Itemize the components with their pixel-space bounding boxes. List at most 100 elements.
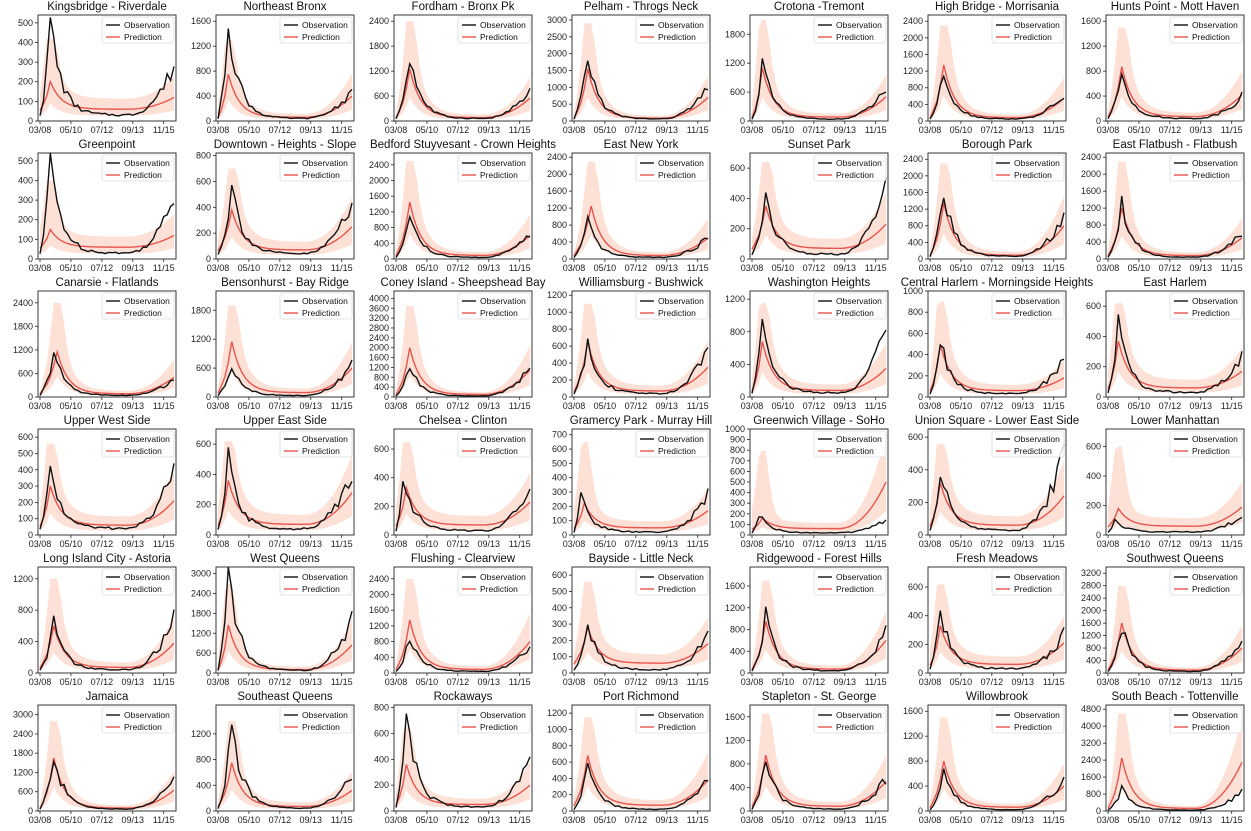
y-tick-label: 1000 <box>547 82 567 92</box>
legend-prediction-label: Prediction <box>658 308 696 318</box>
x-tick-label: 03/08 <box>29 815 52 825</box>
legend-observation-label: Observation <box>302 158 348 168</box>
x-tick-label: 03/08 <box>919 815 942 825</box>
prediction-interval-band <box>218 583 352 672</box>
chart-svg: Upper West Side 0 100 200 300 400 500 600 03/08 0… <box>18 415 177 549</box>
y-tick-label: 2000 <box>369 589 389 599</box>
y-tick-label: 800 <box>196 151 211 161</box>
y-tick-label: 200 <box>196 500 211 510</box>
x-tick-label: 05/10 <box>772 815 795 825</box>
x-tick-label: 07/12 <box>1159 815 1182 825</box>
chart-svg: Hunts Point - Mott Haven 0 400 800 1200 1600 0… <box>1081 1 1245 135</box>
plot-frame <box>215 14 355 122</box>
y-tick-label: 600 <box>552 444 567 454</box>
chart-svg: Chelsea - Clinton 0 200 400 600 03/08 05/10 07/… <box>374 415 533 549</box>
x-tick-label: 09/13 <box>656 539 679 549</box>
y-tick-label: 2500 <box>547 32 567 42</box>
y-tick-label: 1000 <box>547 724 567 734</box>
chart-panel: Fresh Meadows 0 200 400 600 03/08 05/10 07/12 09… <box>892 552 1070 689</box>
chart-panel: Greenpoint 0 100 200 300 400 500 03/08 05/10 07/1… <box>2 138 180 275</box>
x-tick-label: 09/13 <box>300 677 323 687</box>
x-tick-label: 07/12 <box>981 677 1004 687</box>
y-tick-label: 2400 <box>903 154 923 164</box>
panel-title: Greenwich Village - SoHo <box>753 415 884 427</box>
x-tick-label: 11/15 <box>153 263 175 273</box>
chart-svg: Coney Island - Sheepshead Bay 04008001200… <box>369 277 546 411</box>
panel-title: Rockaways <box>434 691 493 703</box>
legend-prediction-label: Prediction <box>124 584 162 594</box>
chart-panel: East New York 0 400 800 1200 1600 2000 2400 03/0… <box>536 138 714 275</box>
plot-frame <box>1105 704 1245 812</box>
y-tick-label: 400 <box>196 202 211 212</box>
y-tick-label: 600 <box>18 432 33 442</box>
legend-observation-label: Observation <box>1014 296 1060 306</box>
plot-frame <box>393 566 533 674</box>
y-tick-label: 200 <box>552 501 567 511</box>
y-tick-label: 400 <box>1086 656 1101 666</box>
observation-line <box>395 640 531 673</box>
plot-frame <box>37 704 177 812</box>
y-tick-label: 400 <box>552 237 567 247</box>
panel-title: Upper East Side <box>243 415 327 427</box>
prediction-interval-band <box>930 163 1064 258</box>
y-tick-label: 600 <box>908 432 923 442</box>
legend-observation-label: Observation <box>1192 158 1238 168</box>
y-tick-label: 400 <box>908 611 923 621</box>
observation-line <box>217 184 353 255</box>
prediction-line <box>929 482 1065 527</box>
chart-svg: Bensonhurst - Bay Ridge 0 600 1200 1800 03/08… <box>191 277 355 411</box>
panel-title: Fresh Meadows <box>956 553 1038 565</box>
y-tick-label: 600 <box>908 582 923 592</box>
x-tick-label: 07/12 <box>981 539 1004 549</box>
x-tick-label: 05/10 <box>238 539 261 549</box>
chart-svg: Willowbrook 0 400 800 1200 1600 03/08 05/10 07/1… <box>903 691 1067 825</box>
y-tick-label: 0 <box>206 668 211 678</box>
y-tick-label: 1800 <box>369 41 389 51</box>
y-tick-label: 2400 <box>369 574 389 584</box>
x-tick-label: 05/10 <box>60 677 83 687</box>
legend-prediction-label: Prediction <box>836 170 874 180</box>
y-tick-label: 400 <box>552 603 567 613</box>
chart-svg: Southeast Queens 0 400 800 1200 03/08 05/10 07/… <box>191 691 355 825</box>
x-tick-label: 09/13 <box>1012 539 1035 549</box>
prediction-line <box>217 341 353 394</box>
y-tick-label: 600 <box>18 787 33 797</box>
y-tick-label: 800 <box>1086 66 1101 76</box>
x-tick-label: 07/12 <box>91 677 114 687</box>
y-tick-label: 200 <box>1086 501 1101 511</box>
plot-frame <box>215 428 355 536</box>
y-tick-label: 400 <box>908 781 923 791</box>
x-tick-label: 11/15 <box>687 401 709 411</box>
panel-title: Sunset Park <box>788 139 851 151</box>
y-tick-label: 1200 <box>191 628 211 638</box>
y-tick-label: 1600 <box>1081 618 1101 628</box>
chart-panel: Chelsea - Clinton 0 200 400 600 03/08 05/10 07/… <box>358 414 536 551</box>
chart-svg: Port Richmond 0 200 400 600 800 1000 1200 03/08 0… <box>547 691 711 825</box>
y-tick-label: 800 <box>374 703 389 713</box>
y-tick-label: 4000 <box>369 293 389 303</box>
y-tick-label: 600 <box>196 363 211 373</box>
y-tick-label: 1200 <box>725 603 745 613</box>
x-tick-label: 05/10 <box>1128 401 1151 411</box>
x-tick-label: 07/12 <box>803 125 826 135</box>
y-tick-label: 2000 <box>369 343 389 353</box>
prediction-interval-band <box>574 303 708 395</box>
y-tick-label: 0 <box>384 668 389 678</box>
x-tick-label: 07/12 <box>803 263 826 273</box>
legend-prediction-label: Prediction <box>480 32 518 42</box>
legend-observation-label: Observation <box>1192 20 1238 30</box>
prediction-line <box>751 341 887 392</box>
x-tick-label: 03/08 <box>1097 677 1120 687</box>
y-tick-label: 1200 <box>725 294 745 304</box>
y-tick-label: 400 <box>18 637 33 647</box>
x-tick-label: 11/15 <box>1043 677 1065 687</box>
y-tick-label: 2000 <box>903 33 923 43</box>
y-tick-label: 400 <box>1086 471 1101 481</box>
x-tick-label: 03/08 <box>563 677 586 687</box>
prediction-interval-band <box>40 443 174 532</box>
x-tick-label: 09/13 <box>834 263 857 273</box>
x-tick-label: 03/08 <box>385 815 408 825</box>
prediction-interval-band <box>396 160 530 258</box>
plot-frame <box>393 428 533 536</box>
x-tick-label: 07/12 <box>269 401 292 411</box>
